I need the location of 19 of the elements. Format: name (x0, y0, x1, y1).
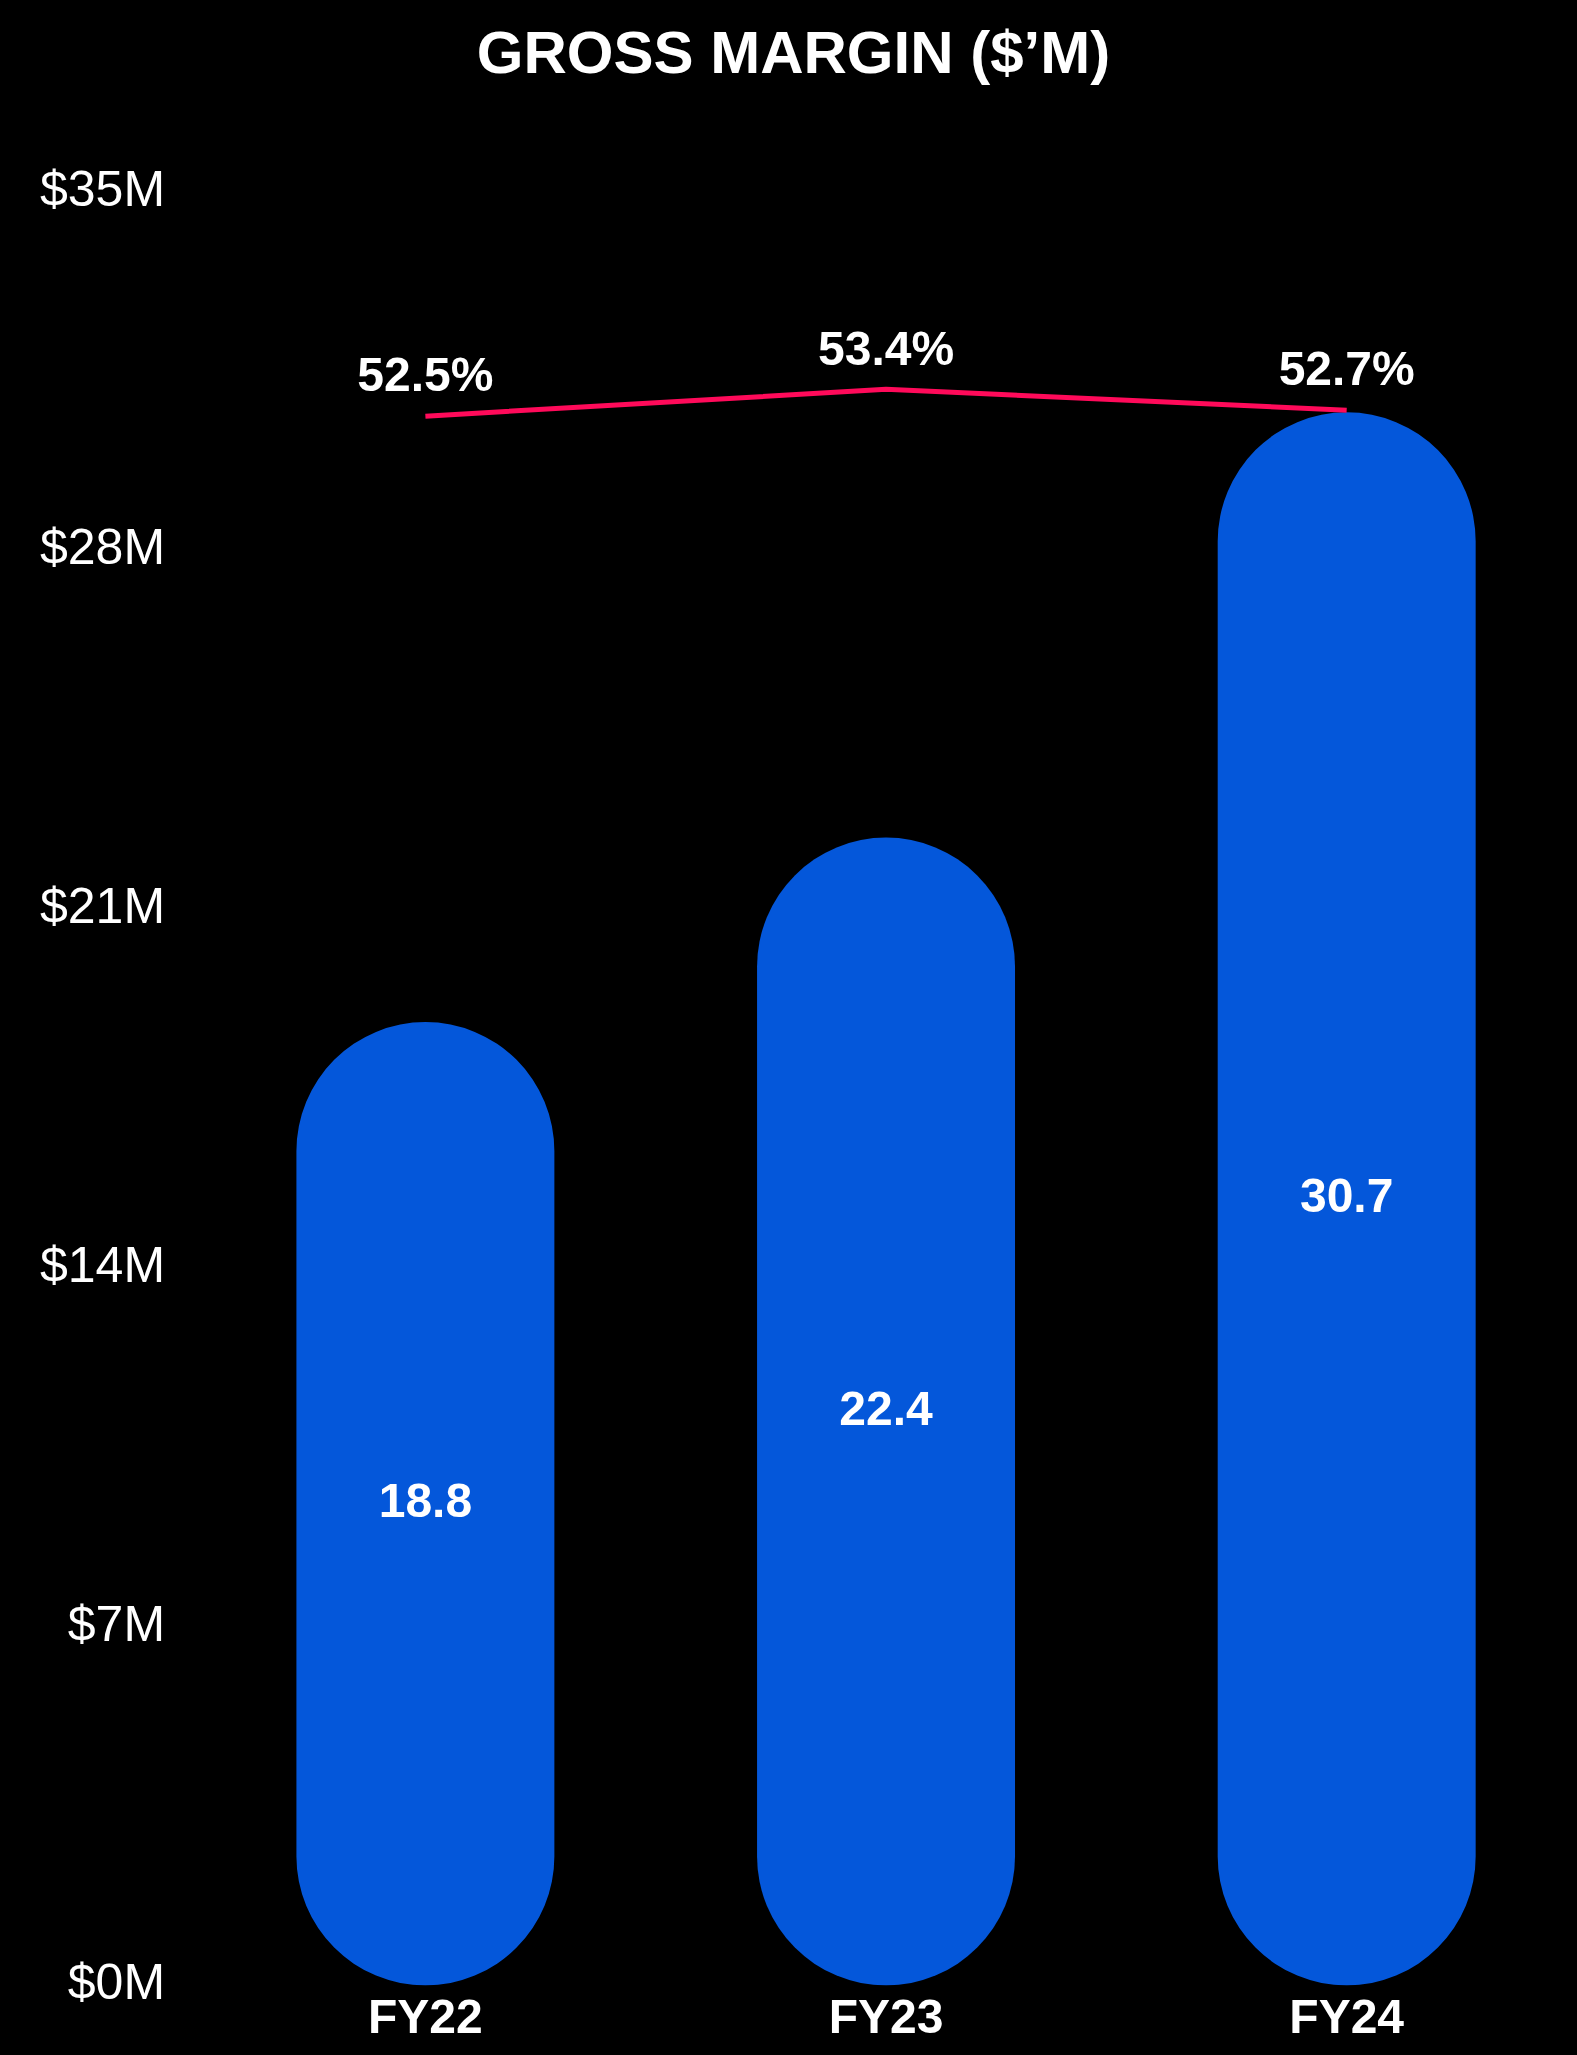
x-tick-label: FY24 (1289, 1990, 1405, 2044)
y-tick-label: $21M (40, 878, 166, 935)
data-label: 52.7% (1278, 342, 1415, 396)
y-tick-label: $7M (67, 1595, 166, 1652)
x-tick-label: FY22 (368, 1990, 483, 2044)
data-label: 22.4 (839, 1381, 934, 1435)
y-tick-label: $35M (40, 160, 166, 217)
y-tick-label: $14M (40, 1236, 166, 1293)
chart-title: GROSS MARGIN ($’M) (476, 18, 1111, 86)
x-tick-label: FY23 (828, 1990, 944, 2044)
data-label: 52.5% (357, 348, 494, 402)
bar (296, 1022, 555, 1986)
data-label: 30.7 (1299, 1169, 1394, 1223)
y-tick-label: $0M (67, 1954, 166, 2011)
data-label: 18.8 (378, 1473, 473, 1527)
bar (757, 837, 1016, 1986)
bar (1217, 412, 1476, 1986)
y-tick-label: $28M (40, 519, 166, 576)
data-label: 53.4% (817, 321, 955, 375)
